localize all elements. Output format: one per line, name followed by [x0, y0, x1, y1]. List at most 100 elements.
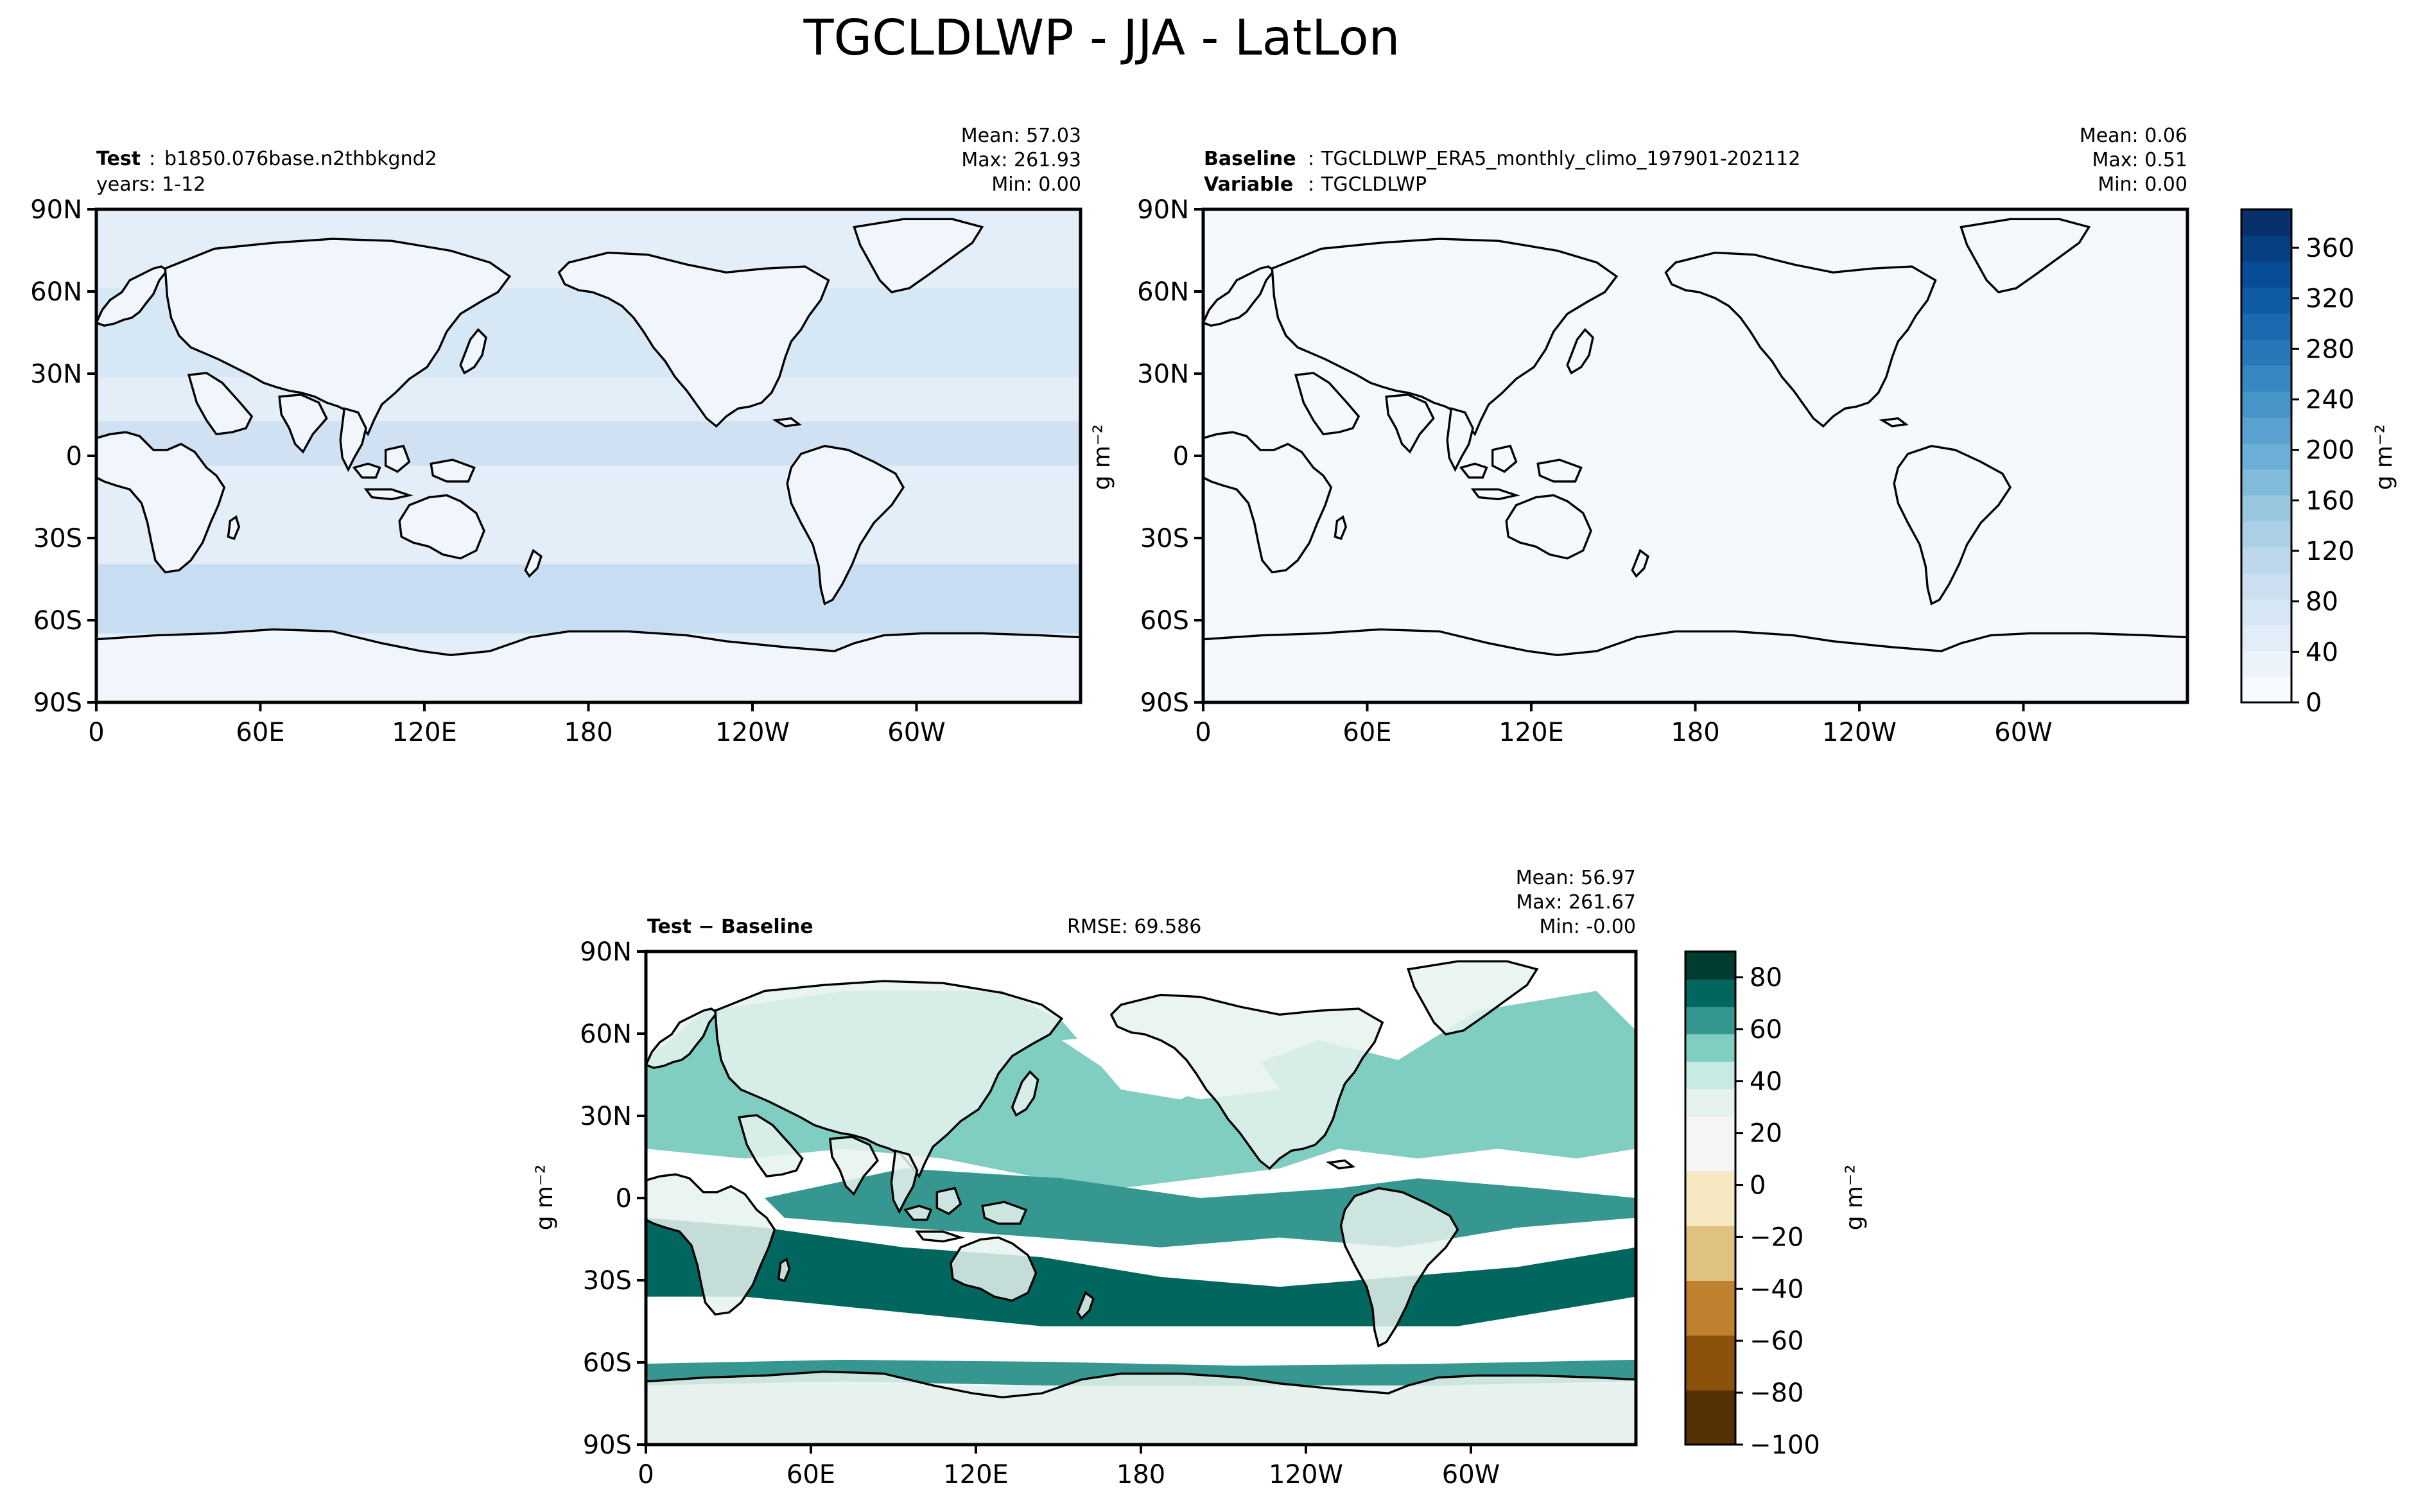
test-band-south	[96, 564, 1081, 634]
diff-colorbar-tick-label: −40	[1750, 1274, 1803, 1304]
top-colorbar-frame	[2240, 208, 2293, 704]
diff-colorbar-tick-label: −60	[1750, 1326, 1803, 1356]
diff-colorbar-tick-label: −100	[1750, 1430, 1820, 1460]
diff-colorbar-swatch	[1685, 952, 1735, 980]
baseline-stat-mean: Mean: 0.06	[2080, 125, 2187, 147]
lat-tick-label: 0	[1173, 442, 1189, 471]
diff-colorbar-swatch	[1685, 1006, 1735, 1034]
diff-label: Test − Baseline	[647, 916, 813, 938]
lon-tick-label: 60E	[1343, 718, 1391, 747]
diff-map	[645, 952, 1637, 1446]
top-colorbar-units: g m⁻²	[2371, 424, 2397, 491]
diff-colorbar-swatch	[1685, 1225, 1735, 1254]
baseline-lat-ticks: 90N 60N 30N 0 30S 60S 90S	[1137, 195, 1203, 718]
lon-tick-label: 120W	[1269, 1460, 1343, 1490]
lon-tick-label: 120E	[943, 1460, 1009, 1490]
diff-colorbar-tick-label: 0	[1750, 1171, 1766, 1201]
top-colorbar-tick-label: 120	[2306, 537, 2354, 566]
baseline-panel: Baseline : TGCLDLWP_ERA5_monthly_climo_1…	[1089, 125, 2189, 747]
top-colorbar-swatch	[2241, 650, 2291, 677]
diff-colorbar-frame	[1684, 950, 1737, 1446]
baseline-label-bold: Baseline	[1204, 148, 1296, 170]
diff-lon-ticks: 0 60E 120E 180 120W 60W	[638, 1445, 1500, 1490]
top-colorbar-tick-label: 160	[2306, 486, 2354, 516]
top-colorbar-swatch	[2241, 365, 2291, 392]
lat-tick-label: 60S	[1140, 606, 1189, 636]
top-colorbar-tick-label: 240	[2306, 385, 2354, 415]
lat-tick-label: 30N	[30, 360, 82, 389]
lon-tick-label: 120W	[715, 718, 790, 747]
lon-tick-label: 180	[564, 718, 613, 747]
lat-tick-label: 60N	[1137, 277, 1189, 307]
diff-stat-min: Min: -0.00	[1540, 916, 1637, 938]
baseline-ylabel: g m⁻²	[1089, 424, 1115, 491]
diff-lat-ticks: 90N 60N 30N 0 30S 60S 90S	[580, 937, 646, 1460]
lon-tick-label: 60W	[1442, 1460, 1500, 1490]
lon-tick-label: 0	[638, 1460, 654, 1490]
diff-colorbar-tick-label: 20	[1750, 1119, 1782, 1149]
top-colorbar-tick-label: 80	[2306, 587, 2338, 617]
top-colorbar-swatch	[2241, 469, 2291, 496]
diff-colorbar-swatch	[1685, 1389, 1735, 1418]
diff-colorbar-swatch	[1685, 1253, 1735, 1281]
baseline-variable-bold: Variable	[1204, 173, 1293, 196]
diff-colorbar-tick-label: −80	[1750, 1378, 1803, 1408]
diff-colorbar-swatch	[1685, 1417, 1735, 1445]
lat-tick-label: 60S	[33, 606, 82, 636]
baseline-variable-value: TGCLDLWP	[1321, 173, 1427, 196]
test-stat-min: Min: 0.00	[991, 173, 1081, 196]
diff-colorbar-tick-label: −20	[1750, 1222, 1803, 1252]
diff-colorbar-swatch	[1685, 1335, 1735, 1363]
lon-tick-label: 120W	[1822, 718, 1897, 747]
lon-tick-label: 120E	[392, 718, 457, 747]
lon-tick-label: 180	[1117, 1460, 1165, 1490]
top-colorbar-swatch	[2241, 572, 2291, 600]
test-map	[95, 209, 1082, 704]
lon-tick-label: 120E	[1499, 718, 1564, 747]
top-colorbar-swatch	[2241, 287, 2291, 314]
lon-tick-label: 180	[1671, 718, 1719, 747]
lat-tick-label: 90S	[33, 688, 82, 718]
baseline-label-sep: :	[1308, 148, 1314, 170]
lat-tick-label: 0	[616, 1184, 632, 1213]
top-colorbar-tick-label: 360	[2306, 234, 2354, 263]
diff-colorbar: 80 60 40 20 0 −20 −40 −60 −80 −100	[1684, 950, 1820, 1460]
baseline-stat-max: Max: 0.51	[2092, 149, 2187, 171]
lat-tick-label: 90S	[1140, 688, 1189, 718]
lat-tick-label: 30S	[1140, 524, 1189, 553]
diff-colorbar-swatch	[1685, 1362, 1735, 1391]
lon-tick-label: 0	[1195, 718, 1211, 747]
lon-tick-label: 60E	[236, 718, 284, 747]
lat-tick-label: 0	[66, 442, 82, 471]
diff-colorbar-swatch	[1685, 1061, 1735, 1090]
test-band-itcz	[96, 421, 1081, 466]
top-colorbar-swatch	[2241, 209, 2291, 236]
lat-tick-label: 90N	[1137, 195, 1189, 225]
top-colorbar-swatch	[2241, 494, 2291, 522]
top-colorbar-swatch	[2241, 546, 2291, 573]
test-label-bold: Test	[96, 148, 141, 170]
lat-tick-label: 90S	[583, 1430, 632, 1460]
top-colorbar-tick-label: 0	[2306, 688, 2322, 718]
lat-tick-label: 30S	[33, 524, 82, 553]
diff-colorbar-swatch	[1685, 1143, 1735, 1172]
lat-tick-label: 60N	[30, 277, 82, 307]
lat-tick-label: 30N	[580, 1102, 632, 1131]
diff-panel: Test − Baseline RMSE: 69.586 Mean: 56.97…	[532, 867, 1638, 1490]
lat-tick-label: 60S	[583, 1348, 632, 1378]
diff-colorbar-swatch	[1685, 1307, 1735, 1336]
diff-colorbar-swatch	[1685, 978, 1735, 1007]
top-colorbar-swatch	[2241, 261, 2291, 288]
diff-colorbar-swatch	[1685, 1198, 1735, 1226]
top-colorbar-swatch	[2241, 676, 2291, 703]
lat-tick-label: 30S	[583, 1266, 632, 1296]
diff-colorbar-swatch	[1685, 1034, 1735, 1062]
diff-colorbar-tick-label: 40	[1750, 1067, 1782, 1097]
test-lon-ticks: 0 60E 120E 180 120W 60W	[88, 702, 946, 747]
lat-tick-label: 60N	[580, 1020, 632, 1049]
diff-stat-max: Max: 261.67	[1516, 891, 1636, 914]
test-label-sep: :	[149, 148, 155, 170]
figure-title: TGCLDLWP - JJA - LatLon	[803, 10, 1400, 67]
baseline-stat-min: Min: 0.00	[2098, 173, 2187, 196]
